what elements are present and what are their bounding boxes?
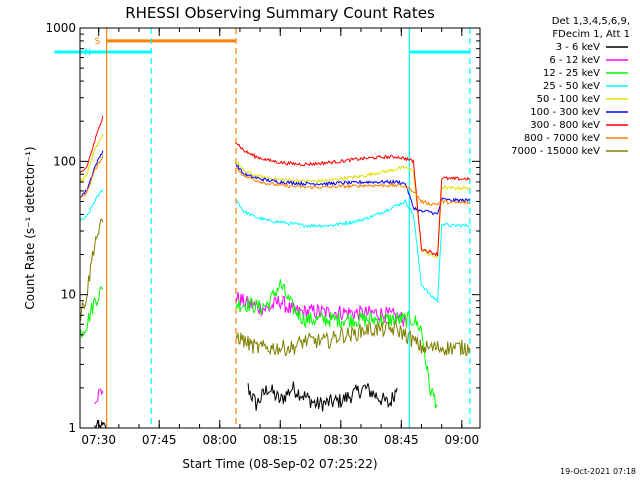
x-tick-label: 08:00 [202,433,237,447]
series-line [80,188,104,222]
chart-title: RHESSI Observing Summary Count Rates [125,4,435,22]
x-tick-label: 08:15 [263,433,298,447]
legend-entry-label: 7000 - 15000 keV [511,146,600,157]
series-line [80,150,104,199]
legend-items: 3 - 6 keV 6 - 12 keV 12 - 25 keV 25 - 50 ke… [511,42,628,157]
series-line [235,199,471,302]
legend-entry-label: 25 - 50 keV [543,81,600,92]
y-tick-label: 10 [61,288,76,302]
series-line [80,155,104,201]
legend-entry-label: 100 - 300 keV [530,107,600,118]
legend-entry-label: 6 - 12 keV [549,55,600,66]
y-tick-label: 100 [53,154,76,168]
series-line [247,381,398,412]
legend-entry-label: 12 - 25 keV [543,68,600,79]
legend-header-line-1: Det 1,3,4,5,6,9, [552,16,630,27]
series-line [235,160,470,259]
y-axis: 1 10 100 1000 [45,21,480,435]
flag-label: S [95,37,101,47]
x-tick-label: 08:30 [323,433,358,447]
series-line [94,419,107,428]
x-axis: 07:30 07:45 08:00 08:15 08:30 08:45 09:00 [81,28,479,447]
series-line [235,279,438,409]
y-tick-label: 1000 [45,21,76,35]
series-line [235,142,471,257]
series-layer [80,115,471,428]
x-tick-label: 09:00 [445,433,480,447]
y-tick-label: 1 [68,421,76,435]
legend-entry-label: 300 - 800 keV [530,120,600,131]
series-line [235,320,471,357]
footer-timestamp: 19-Oct-2021 07:18 [560,467,636,476]
legend-entry-label: 50 - 100 keV [537,94,601,105]
legend: Det 1,3,4,5,6,9, FDecim 1, Att 1 3 - 6 k… [511,16,630,157]
plot-area: SN 07:30 07:45 08:00 08:15 08:30 08:45 09:00 1… [45,21,481,447]
series-line [94,388,104,405]
series-line [235,164,471,215]
y-axis-label: Count Rate (s⁻¹ detector⁻¹) [23,146,37,309]
x-tick-label: 08:45 [384,433,419,447]
x-tick-label: 07:30 [81,433,116,447]
series-line [235,167,470,207]
x-tick-label: 07:45 [142,433,177,447]
annotation-layer: SN [54,28,471,428]
legend-entry-label: 800 - 7000 keV [524,133,600,144]
series-line [80,218,104,322]
series-line [80,285,104,338]
series-line [80,115,104,174]
x-axis-label: Start Time (08-Sep-02 07:25:22) [182,457,377,471]
legend-entry-label: 3 - 6 keV [556,42,600,53]
series-line [80,133,104,183]
flag-label: N [84,48,91,58]
legend-header-line-2: FDecim 1, Att 1 [552,29,630,40]
